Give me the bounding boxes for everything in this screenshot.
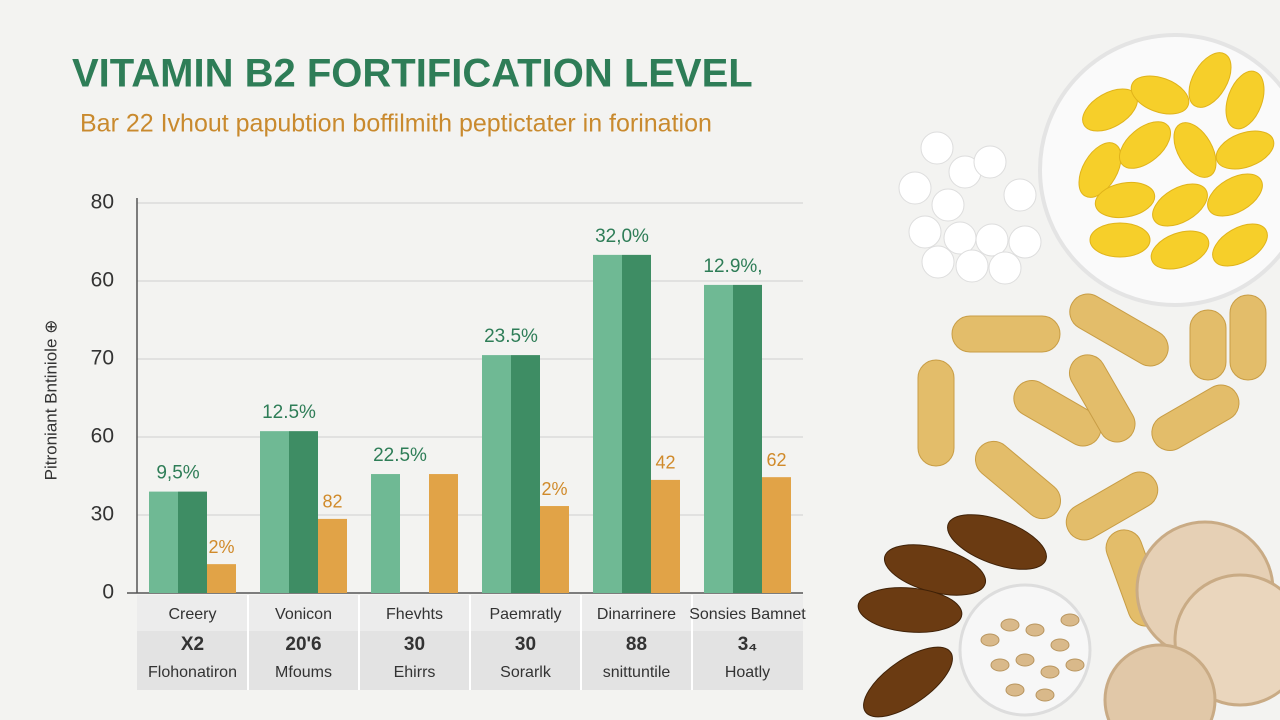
- bar: [540, 506, 569, 593]
- x-tick-label: Vonicon: [275, 606, 332, 623]
- y-tick-label: 0: [102, 581, 114, 604]
- bar: [511, 355, 540, 593]
- y-tick-label: 60: [91, 269, 114, 292]
- bar: [318, 518, 347, 593]
- bar: [651, 479, 680, 593]
- table-cell: Flohonatiron: [148, 664, 237, 681]
- y-axis-label: Pitroniant Bntiniole ⊕: [41, 320, 60, 481]
- orange-annotation: 42: [655, 453, 675, 473]
- bar: [429, 474, 458, 593]
- bar: [289, 431, 318, 593]
- bar: [704, 284, 733, 593]
- bar: [207, 564, 236, 593]
- chart-subtitle: Bar 22 Ivhout papubtion boffilmith pepti…: [80, 110, 712, 138]
- x-tick-label: Fhevhts: [386, 606, 443, 623]
- table-cell: 30: [515, 634, 536, 655]
- green-annotation: 9,5%: [156, 463, 199, 484]
- green-annotation: 22.5%: [373, 445, 427, 466]
- green-annotation: 32,0%: [595, 226, 649, 247]
- bar: [762, 477, 791, 593]
- table-cell: Ehirrs: [394, 664, 436, 681]
- green-annotation: 12.9%,: [703, 256, 762, 277]
- green-annotation: 23.5%: [484, 326, 538, 347]
- table-cell: 20'6: [285, 634, 321, 655]
- green-annotation: 12.5%: [262, 402, 316, 423]
- y-tick-label: 30: [91, 503, 114, 526]
- bar: [733, 284, 762, 593]
- table-cell: Mfoums: [275, 664, 332, 681]
- x-tick-label: Dinarrinere: [597, 606, 676, 623]
- bar: [371, 474, 400, 593]
- x-tick-label: Creery: [168, 606, 216, 623]
- bar: [149, 491, 178, 593]
- y-tick-label: 80: [91, 191, 114, 214]
- chart-title: VITAMIN B2 FORTIFICATION LEVEL: [72, 52, 753, 96]
- table-cell: 3₄: [738, 634, 758, 655]
- supplement-photo: [857, 33, 1280, 720]
- x-tick-label: Sonsies Bamnet: [689, 606, 806, 623]
- table-cell: 30: [404, 634, 425, 655]
- table-cell: Sorarlk: [500, 664, 552, 681]
- bar: [482, 355, 511, 593]
- bar: [593, 254, 622, 593]
- table-cell: X2: [181, 634, 204, 655]
- bar: [622, 254, 651, 593]
- orange-annotation: 2%: [208, 537, 234, 557]
- x-tick-label: Paemratly: [489, 606, 561, 623]
- table-cell: 88: [626, 634, 647, 655]
- orange-annotation: 2%: [541, 479, 567, 499]
- orange-annotation: 82: [322, 492, 342, 512]
- table-cell: snittuntile: [603, 664, 671, 681]
- y-tick-label: 60: [91, 425, 114, 448]
- orange-annotation: 62: [766, 450, 786, 470]
- y-tick-label: 70: [91, 347, 114, 370]
- bar: [178, 491, 207, 593]
- table-cell: Hoatly: [725, 664, 770, 681]
- bar: [260, 431, 289, 593]
